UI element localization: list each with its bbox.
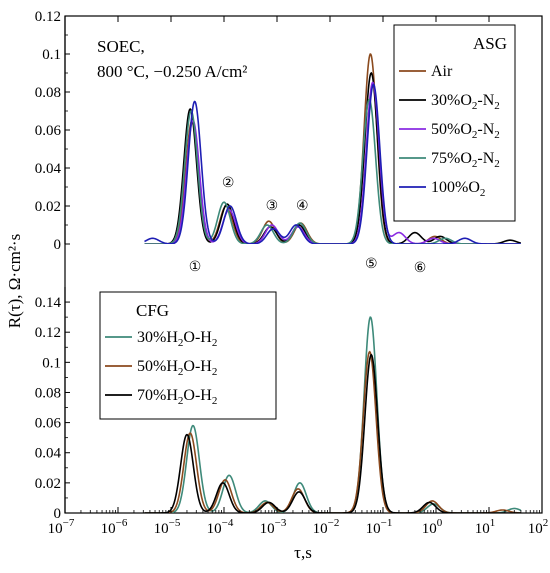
y-tick-label: 0 (54, 237, 62, 253)
y-tick-label: 0.02 (35, 476, 61, 492)
x-axis: 10−7 10−6 10−5 10−4 10−3 10−2 10−1 100 101 102 (48, 16, 549, 537)
legend-entry: 75%O2-N2 (431, 150, 500, 170)
bottom-panel: 0 0.02 0.04 0.06 0.08 0.1 0.12 0.14 CFG 30%H2O-H2… (35, 15, 543, 522)
legend-entry: Air (431, 63, 453, 80)
top-panel: 0 0.02 0.04 0.06 0.08 0.1 0.12 SOEC, 800 °C, −0.… (35, 9, 522, 276)
x-tick-label: 10−1 (366, 517, 393, 537)
legend-box (393, 24, 516, 222)
x-tick-label: 10−3 (260, 517, 287, 537)
y-tick-label: 0 (54, 506, 62, 522)
y-tick-label: 0.08 (35, 85, 61, 101)
x-axis-label: τ,s (294, 543, 312, 562)
legend-entry: 50%H2O-H2 (137, 358, 217, 378)
y-tick-label: 0.1 (42, 47, 61, 63)
y-tick-label: 0.06 (35, 123, 62, 139)
x-tick-label: 101 (475, 517, 496, 537)
legend-entry: 100%O2 (431, 179, 485, 199)
y-tick-label: 0.08 (35, 385, 61, 401)
x-tick-label: 10−6 (101, 517, 128, 537)
x-tick-label: 10−2 (313, 517, 340, 537)
legend-entry: 30%O2-N2 (431, 92, 500, 112)
series-line-100-o2 (144, 83, 521, 244)
series-line-70-h2o-h2 (144, 353, 521, 513)
series-line-75-o2-n2 (144, 98, 521, 244)
x-tick-label: 102 (528, 517, 549, 537)
y-tick-label: 0.12 (35, 325, 61, 341)
y-tick-label: 0.04 (35, 161, 62, 177)
series-line-50-o2-n2 (144, 81, 521, 244)
y-tick-label: 0.06 (35, 416, 62, 432)
y-tick-label: 0.04 (35, 446, 62, 462)
x-tick-label: 100 (422, 517, 443, 537)
peak-label: ③ (266, 198, 279, 214)
legend-box (99, 291, 277, 420)
legend-title: CFG (136, 301, 169, 320)
y-tick-label: 0.1 (42, 355, 61, 371)
legend-entry: 70%H2O-H2 (137, 387, 217, 407)
legend-title: ASG (473, 34, 507, 53)
legend-entry: 50%O2-N2 (431, 121, 500, 141)
peak-label: ② (222, 175, 235, 191)
panel-annotation-line: SOEC, (97, 37, 145, 56)
plot-frame (64, 15, 543, 514)
peak-label: ⑥ (414, 260, 427, 276)
peak-label: ⑤ (365, 256, 378, 272)
panel-annotation-line: 800 °C, −0.250 A/cm² (97, 62, 247, 81)
y-tick-label: 0.12 (35, 9, 61, 25)
y-tick-label: 0.02 (35, 199, 61, 215)
series-line-50-h2o-h2 (144, 350, 521, 513)
x-tick-label: 10−4 (207, 517, 234, 537)
x-tick-label: 10−7 (48, 517, 75, 537)
legend-entry: 30%H2O-H2 (137, 329, 217, 349)
peak-label: ① (189, 259, 202, 275)
x-tick-label: 10−5 (154, 517, 181, 537)
y-tick-label: 0.14 (35, 295, 62, 311)
y-axis-label: R(τ), Ω·cm²·s (5, 234, 24, 328)
peak-label: ④ (296, 198, 309, 214)
